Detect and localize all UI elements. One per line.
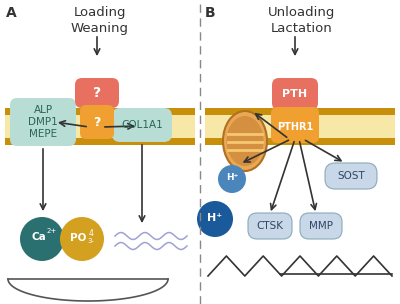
Text: PTHR1: PTHR1 bbox=[277, 122, 313, 132]
Text: PO: PO bbox=[70, 233, 86, 243]
Text: DMP1: DMP1 bbox=[28, 117, 58, 127]
Bar bbox=[5, 138, 195, 145]
Text: ?: ? bbox=[93, 116, 101, 130]
Text: 4: 4 bbox=[88, 229, 94, 237]
Text: ALP: ALP bbox=[34, 105, 52, 115]
FancyBboxPatch shape bbox=[325, 163, 377, 189]
Text: CTSK: CTSK bbox=[256, 221, 284, 231]
Bar bbox=[287, 101, 303, 109]
Text: COL1A1: COL1A1 bbox=[121, 120, 163, 130]
FancyBboxPatch shape bbox=[10, 98, 76, 146]
Ellipse shape bbox=[223, 111, 267, 171]
Text: MEPE: MEPE bbox=[29, 129, 57, 139]
Text: 3-: 3- bbox=[88, 238, 94, 244]
FancyBboxPatch shape bbox=[248, 213, 292, 239]
Circle shape bbox=[60, 217, 104, 261]
Bar bbox=[89, 99, 105, 107]
FancyBboxPatch shape bbox=[112, 108, 172, 142]
Text: 2+: 2+ bbox=[47, 228, 57, 234]
Text: A: A bbox=[6, 6, 17, 20]
FancyBboxPatch shape bbox=[272, 78, 318, 110]
Text: MMP: MMP bbox=[309, 221, 333, 231]
Circle shape bbox=[218, 165, 246, 193]
Bar bbox=[205, 138, 395, 145]
FancyBboxPatch shape bbox=[75, 78, 119, 108]
Text: Loading
Weaning: Loading Weaning bbox=[71, 6, 129, 35]
Text: ?: ? bbox=[93, 86, 101, 100]
Text: SOST: SOST bbox=[337, 171, 365, 181]
Text: H⁺: H⁺ bbox=[226, 174, 238, 182]
Text: Unloading
Lactation: Unloading Lactation bbox=[268, 6, 336, 35]
Bar bbox=[205, 108, 395, 115]
Bar bbox=[287, 107, 303, 117]
Text: H⁺: H⁺ bbox=[208, 213, 222, 223]
FancyBboxPatch shape bbox=[271, 107, 319, 143]
Circle shape bbox=[20, 217, 64, 261]
Circle shape bbox=[197, 201, 233, 237]
Text: PTH: PTH bbox=[282, 89, 308, 99]
Bar bbox=[205, 115, 395, 138]
Bar bbox=[5, 115, 195, 138]
Ellipse shape bbox=[226, 116, 264, 166]
FancyBboxPatch shape bbox=[80, 105, 114, 139]
FancyBboxPatch shape bbox=[300, 213, 342, 239]
Bar bbox=[5, 108, 195, 115]
Text: Ca: Ca bbox=[32, 232, 46, 242]
Text: B: B bbox=[205, 6, 216, 20]
